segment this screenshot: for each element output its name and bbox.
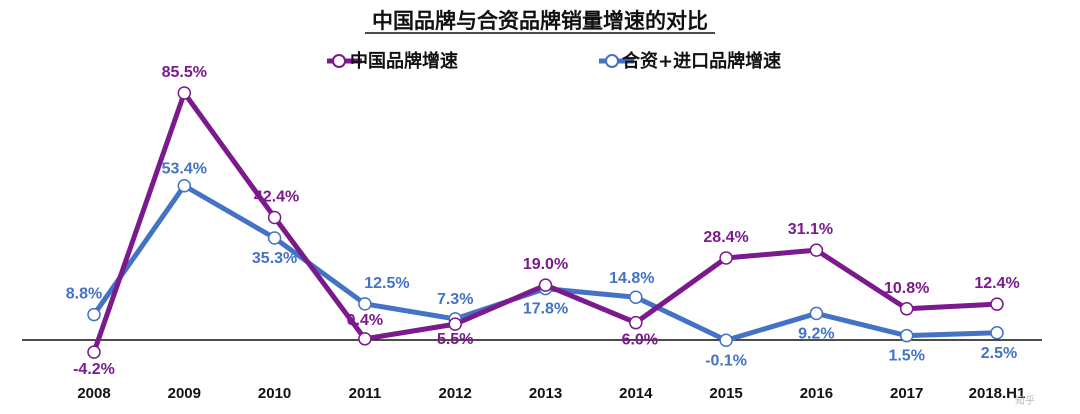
data-label-china: 5.5% (437, 331, 473, 348)
x-tick-label: 2017 (890, 385, 923, 402)
data-label-china: 28.4% (703, 229, 748, 246)
watermark: 知乎 (1015, 394, 1035, 407)
data-point-china (358, 332, 372, 346)
data-point-jv (629, 290, 643, 304)
legend-marker-jv (605, 54, 619, 68)
data-label-jv: -0.1% (705, 352, 747, 369)
x-tick-label: 2013 (529, 385, 562, 402)
x-tick-label: 2008 (77, 385, 110, 402)
data-label-jv: 14.8% (609, 270, 654, 287)
data-label-jv: 9.2% (798, 325, 834, 342)
series-layer (87, 86, 1004, 359)
data-point-china (448, 317, 462, 331)
data-label-jv: 12.5% (364, 275, 409, 292)
data-label-jv: 7.3% (437, 291, 473, 308)
x-tick-label: 2016 (800, 385, 833, 402)
x-tick-label: 2011 (349, 385, 382, 402)
data-point-jv (177, 178, 192, 193)
data-point-china (87, 345, 101, 359)
data-point-jv (358, 297, 372, 311)
data-label-jv: 2.5% (981, 345, 1017, 362)
x-tick-label: 2010 (258, 385, 291, 402)
data-label-china: 6.0% (622, 332, 658, 349)
data-label-china: 0.4% (347, 312, 383, 329)
data-point-jv (719, 333, 733, 348)
legend: 中国品牌增速 合资+进口品牌增速 (327, 50, 781, 72)
data-point-china (899, 302, 914, 316)
data-point-jv (267, 231, 282, 245)
x-tick-label: 2009 (168, 385, 201, 402)
data-point-china (267, 210, 282, 225)
data-label-china: 19.0% (523, 256, 568, 273)
legend-label-china: 中国品牌增速 (350, 50, 458, 72)
data-label-jv: 35.3% (252, 250, 297, 267)
chart-title: 中国品牌与合资品牌销量增速的对比 (372, 9, 708, 33)
data-label-china: 31.1% (788, 221, 833, 238)
data-label-china: 85.5% (162, 64, 207, 81)
x-tick-label: 2012 (439, 385, 472, 402)
data-label-jv: 8.8% (66, 286, 102, 303)
x-tick-label: 2014 (619, 385, 653, 402)
data-point-jv (899, 328, 914, 343)
data-label-china: -4.2% (73, 361, 115, 378)
data-point-jv (87, 307, 101, 322)
data-labels: 8.8% 53.4% 35.3% 12.5% 7.3% 17.8% 14.8% -0.1% 9.… (66, 64, 1020, 378)
legend-label-jv: 合资+进口品牌增速 (622, 50, 781, 72)
data-point-jv (809, 306, 824, 321)
data-label-china: 12.4% (974, 275, 1019, 292)
data-point-china (629, 315, 643, 330)
data-label-jv: 1.5% (888, 348, 924, 365)
data-label-jv: 53.4% (162, 161, 207, 178)
data-label-china: 10.8% (884, 280, 929, 297)
data-point-china (719, 251, 733, 265)
x-axis-ticks: 2008 2009 2010 2011 2012 2013 2014 2015 2016 2017… (77, 385, 1025, 402)
data-point-china (990, 297, 1004, 311)
x-tick-label: 2018.H1 (969, 385, 1026, 402)
data-point-china (809, 243, 824, 257)
data-point-china (538, 278, 553, 292)
legend-item-jv: 合资+进口品牌增速 (599, 50, 781, 72)
legend-marker-china (332, 54, 346, 68)
x-tick-label: 2015 (709, 385, 742, 402)
data-label-china: 42.4% (254, 189, 299, 206)
data-label-jv: 17.8% (523, 301, 568, 318)
legend-item-china: 中国品牌增速 (327, 50, 458, 72)
data-point-china (177, 86, 192, 100)
data-point-jv (990, 326, 1004, 340)
